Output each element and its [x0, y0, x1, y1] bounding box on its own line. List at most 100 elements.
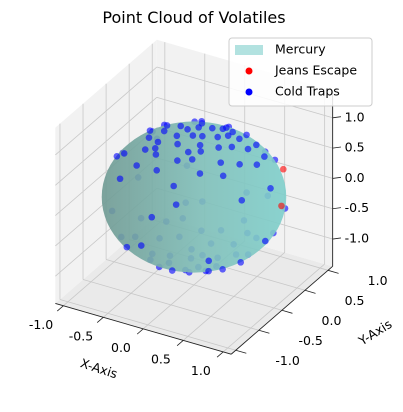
x-tick-label: -0.5 — [69, 328, 93, 343]
z-tick — [332, 116, 342, 119]
cold-traps-point — [116, 175, 124, 183]
cold-traps-point — [208, 124, 216, 132]
cold-traps-point — [262, 237, 269, 245]
y-axis-label: Y-Axis — [355, 316, 395, 349]
cold-traps-point — [160, 127, 168, 135]
z-gridline — [55, 66, 158, 156]
cold-traps-point — [146, 127, 154, 134]
cold-traps-point — [154, 138, 162, 146]
x-tick — [216, 351, 224, 358]
cold-traps-point — [228, 143, 236, 151]
x-tick-label: 0.0 — [111, 340, 131, 355]
z-gridline — [156, 96, 333, 149]
cold-traps-point — [174, 140, 181, 148]
cold-traps-point — [188, 156, 196, 163]
z-tick-label: -1.0 — [345, 231, 369, 246]
cold-traps-point — [199, 132, 206, 140]
x-tick — [56, 305, 64, 312]
mercury-sphere — [101, 121, 287, 273]
y-tick-label: -0.5 — [298, 333, 322, 348]
x-axis-label: X-Axis — [79, 355, 120, 381]
y-tick-label: -1.0 — [275, 353, 299, 368]
cold-traps-point — [244, 145, 252, 153]
y-tick-label: 0.0 — [322, 313, 342, 328]
legend-label-jeans-escape: Jeans Escape — [274, 63, 357, 78]
y-tick — [327, 269, 339, 274]
cold-traps-point — [267, 185, 274, 192]
z-tick — [332, 146, 342, 149]
points-front — [113, 119, 287, 275]
cold-traps-point — [148, 213, 156, 221]
x-tick — [136, 328, 144, 335]
y-tick-label: 1.0 — [368, 273, 388, 288]
x-tick-label: 1.0 — [191, 363, 211, 378]
y-gridline — [59, 299, 236, 351]
cold-traps-point — [152, 151, 160, 158]
cold-traps-point — [172, 201, 180, 208]
z-tick-label: 0.0 — [345, 170, 365, 185]
cold-traps-point — [236, 135, 243, 143]
cold-traps-point — [197, 148, 205, 155]
legend-swatch-mercury — [235, 45, 263, 55]
z-gridline — [55, 97, 158, 186]
cold-traps-point — [189, 132, 197, 139]
cold-traps-point — [205, 257, 213, 265]
cold-traps-point — [224, 132, 232, 139]
cold-traps-point — [151, 145, 159, 152]
x-tick — [96, 317, 104, 323]
z-tick — [332, 237, 342, 240]
cold-traps-point — [253, 141, 260, 149]
cold-traps-point — [217, 159, 225, 166]
y-tick — [304, 289, 316, 294]
jeans-escape-point — [280, 165, 287, 173]
y-tick — [281, 309, 293, 314]
y-axis-line — [230, 265, 333, 355]
z-tick — [332, 207, 342, 210]
cold-traps-point — [184, 126, 191, 133]
cold-traps-point — [184, 148, 192, 156]
y-gridline — [105, 259, 283, 311]
y-tick — [258, 329, 270, 334]
cold-traps-point — [163, 122, 171, 129]
z-tick-label: 1.0 — [345, 109, 365, 124]
x-tick — [176, 340, 184, 346]
cold-traps-point — [253, 161, 261, 169]
cold-traps-point — [215, 144, 222, 151]
legend-marker-cold-traps — [245, 88, 253, 96]
cold-traps-point — [243, 131, 250, 139]
y-tick-label: 0.5 — [345, 293, 365, 308]
y-gridline — [82, 279, 259, 331]
cold-traps-point — [238, 197, 246, 204]
x-tick-label: -1.0 — [29, 317, 53, 332]
cold-traps-point — [219, 265, 226, 273]
cold-traps-point — [113, 152, 121, 160]
z-tick-label: 0.5 — [345, 140, 365, 155]
cold-traps-point — [137, 242, 145, 249]
jeans-escape-point — [278, 202, 285, 210]
chart-title: Point Cloud of Volatiles — [102, 8, 285, 27]
legend-label-mercury: Mercury — [275, 42, 326, 57]
cold-traps-point — [219, 125, 227, 133]
legend: Mercury Jeans Escape Cold Traps — [228, 37, 373, 107]
cold-traps-point — [229, 128, 236, 136]
cold-traps-point — [214, 133, 222, 141]
y-tick — [235, 349, 247, 354]
cold-traps-point — [120, 150, 128, 157]
cold-traps-point — [196, 141, 204, 149]
cold-traps-point — [133, 162, 140, 169]
axes-3d: -1.0-0.50.00.51.0-1.0-0.50.00.51.0-1.0-0… — [29, 39, 395, 381]
x-tick-label: 0.5 — [151, 351, 171, 366]
legend-box — [228, 37, 373, 107]
cold-traps-point — [205, 267, 212, 275]
cold-traps-point — [123, 243, 131, 251]
tick-labels: -1.0-0.50.00.51.0-1.0-0.50.00.51.0-1.0-0… — [29, 109, 388, 378]
cold-traps-point — [236, 161, 243, 168]
legend-marker-jeans-escape — [245, 67, 253, 75]
cold-traps-point — [145, 134, 153, 142]
cold-traps-point — [177, 122, 185, 130]
cold-traps-point — [261, 153, 268, 160]
cold-traps-point — [196, 170, 204, 177]
cold-traps-point — [153, 167, 161, 174]
axis-lines — [55, 90, 342, 358]
